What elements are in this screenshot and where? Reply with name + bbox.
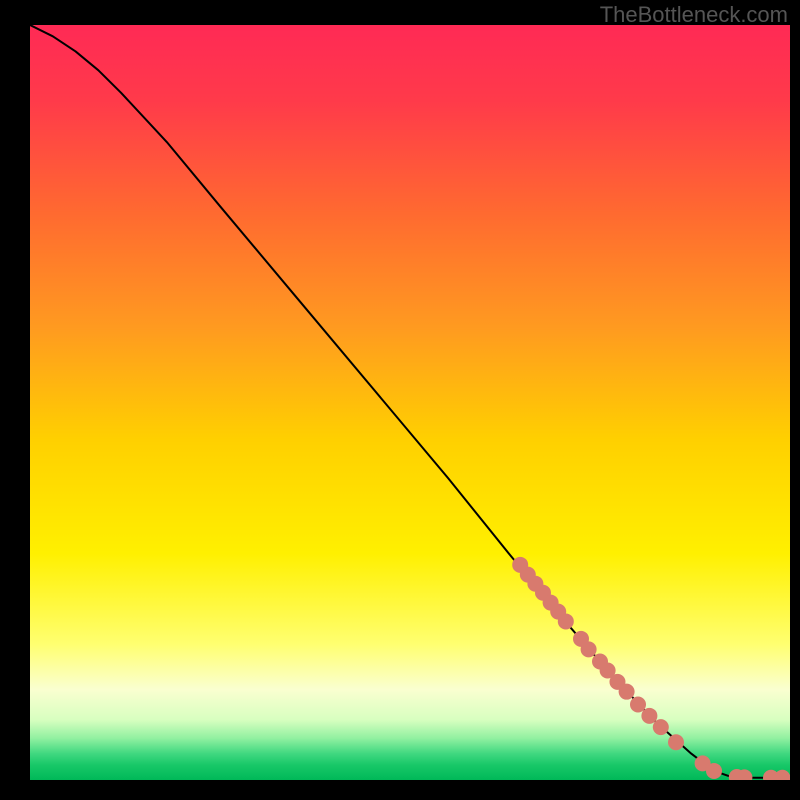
data-marker — [581, 641, 597, 657]
data-marker — [706, 763, 722, 779]
gradient-background — [30, 25, 790, 780]
data-marker — [641, 708, 657, 724]
data-marker — [653, 719, 669, 735]
data-marker — [668, 734, 684, 750]
watermark-text: TheBottleneck.com — [600, 2, 788, 28]
data-marker — [630, 697, 646, 713]
data-marker — [619, 684, 635, 700]
chart-plot — [30, 25, 790, 780]
data-marker — [558, 613, 574, 629]
figure-root: TheBottleneck.com — [0, 0, 800, 800]
